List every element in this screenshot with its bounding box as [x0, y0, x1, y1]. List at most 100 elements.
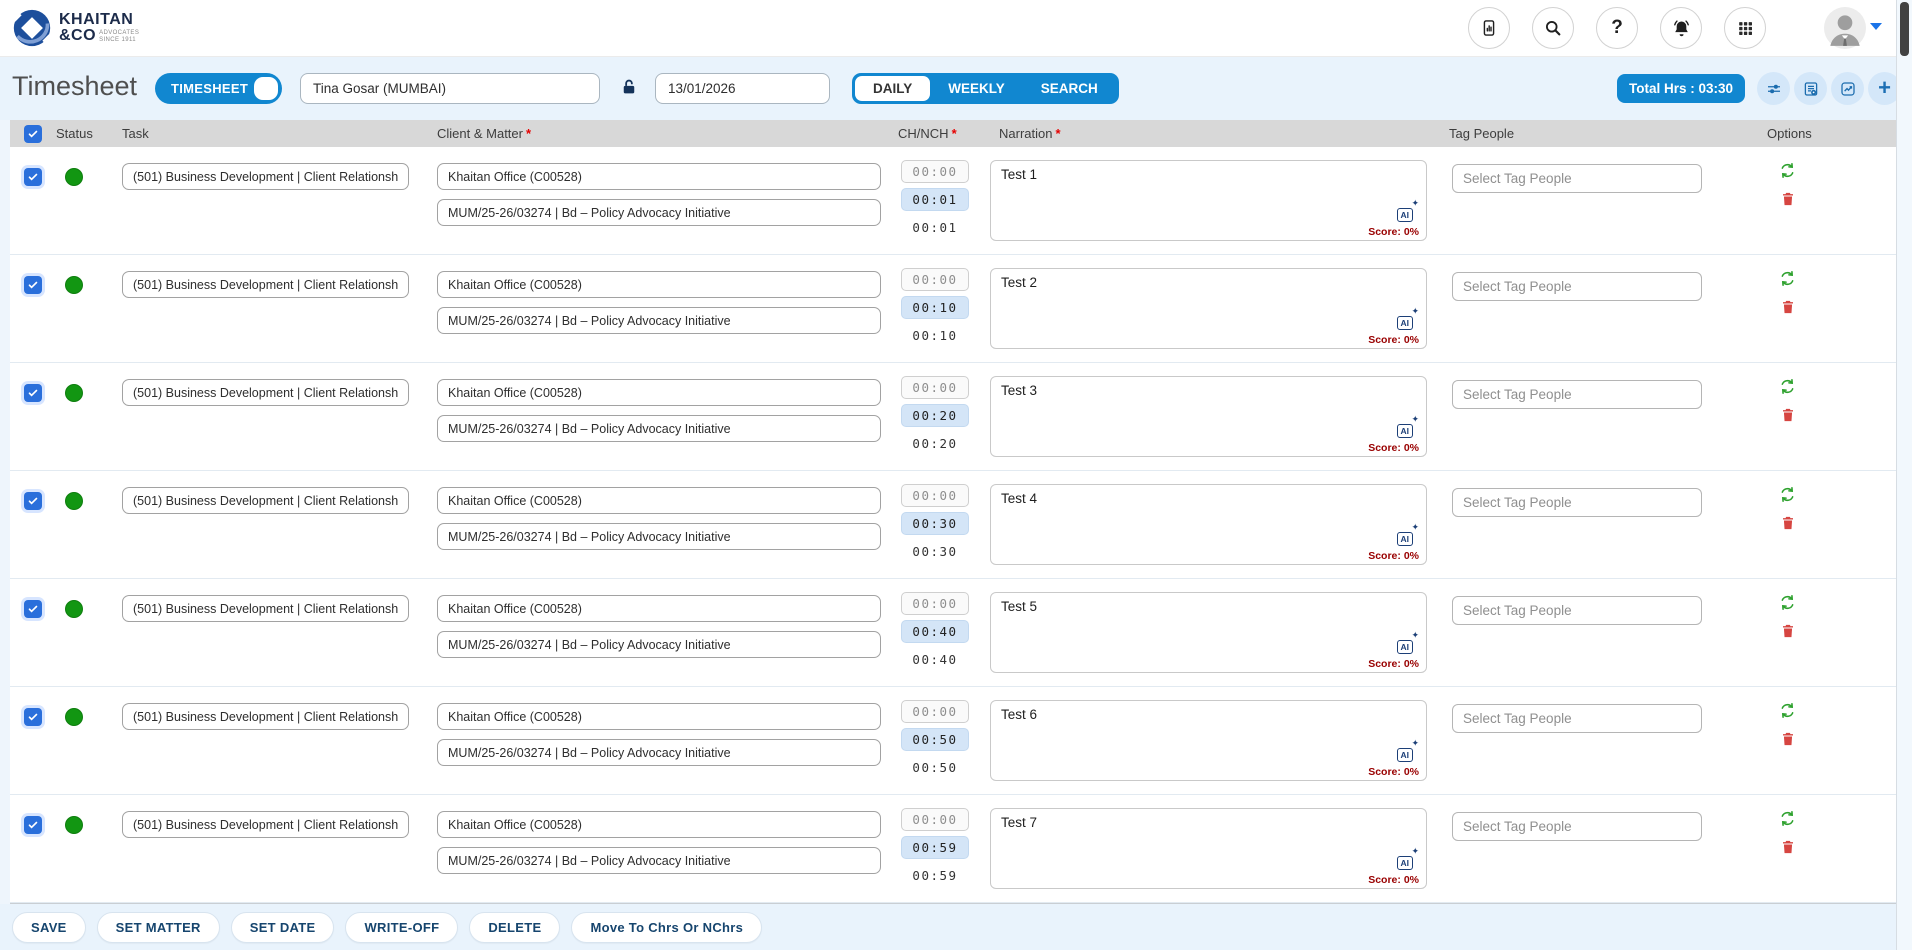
client-input[interactable]	[437, 487, 881, 514]
narration-textarea[interactable]: Test 2 AI ✦ Score: 0%	[990, 268, 1427, 349]
time-charge-input[interactable]: 00:50	[901, 728, 969, 751]
task-input[interactable]	[122, 487, 409, 514]
refresh-button[interactable]	[1778, 161, 1797, 180]
client-input[interactable]	[437, 379, 881, 406]
apps-button[interactable]	[1724, 7, 1766, 49]
time-charge-input[interactable]: 00:40	[901, 620, 969, 643]
ai-assist-button[interactable]: AI ✦	[1396, 630, 1419, 655]
client-input[interactable]	[437, 595, 881, 622]
row-checkbox[interactable]	[24, 600, 42, 618]
tag-people-input[interactable]	[1452, 380, 1702, 409]
client-input[interactable]	[437, 271, 881, 298]
refresh-button[interactable]	[1778, 269, 1797, 288]
check-icon	[28, 130, 38, 138]
refresh-button[interactable]	[1778, 701, 1797, 720]
task-input[interactable]	[122, 163, 409, 190]
time-charge-input[interactable]: 00:10	[901, 296, 969, 319]
write-off-button[interactable]: WRITE-OFF	[345, 911, 459, 943]
col-status: Status	[56, 126, 93, 141]
help-button[interactable]: ?	[1596, 7, 1638, 49]
user-input[interactable]	[300, 73, 600, 104]
brand-logo: KHAITAN &CO ADVOCATES SINCE 1911	[12, 8, 139, 48]
row-checkbox[interactable]	[24, 276, 42, 294]
analytics-button[interactable]	[1831, 72, 1864, 105]
task-input[interactable]	[122, 595, 409, 622]
time-charge-input[interactable]: 00:01	[901, 188, 969, 211]
task-input[interactable]	[122, 703, 409, 730]
narration-textarea[interactable]: Test 3 AI ✦ Score: 0%	[990, 376, 1427, 457]
task-input[interactable]	[122, 379, 409, 406]
tag-people-input[interactable]	[1452, 164, 1702, 193]
narration-textarea[interactable]: Test 4 AI ✦ Score: 0%	[990, 484, 1427, 565]
ai-assist-button[interactable]: AI ✦	[1396, 522, 1419, 547]
row-checkbox[interactable]	[24, 168, 42, 186]
matter-input[interactable]	[437, 199, 881, 226]
matter-input[interactable]	[437, 739, 881, 766]
row-checkbox[interactable]	[24, 708, 42, 726]
row-checkbox[interactable]	[24, 816, 42, 834]
save-button[interactable]: SAVE	[12, 911, 86, 943]
narration-textarea[interactable]: Test 6 AI ✦ Score: 0%	[990, 700, 1427, 781]
delete-button[interactable]: DELETE	[469, 911, 561, 943]
add-entry-button[interactable]: +	[1868, 72, 1901, 105]
refresh-button[interactable]	[1778, 593, 1797, 612]
report-button[interactable]	[1468, 7, 1510, 49]
ai-assist-button[interactable]: AI ✦	[1396, 414, 1419, 439]
status-indicator	[65, 492, 83, 510]
delete-row-button[interactable]	[1780, 406, 1796, 424]
delete-row-button[interactable]	[1780, 298, 1796, 316]
tab-search[interactable]: SEARCH	[1023, 76, 1116, 101]
narration-textarea[interactable]: Test 5 AI ✦ Score: 0%	[990, 592, 1427, 673]
matter-input[interactable]	[437, 415, 881, 442]
tag-people-input[interactable]	[1452, 596, 1702, 625]
profile-menu[interactable]	[1824, 7, 1882, 49]
vertical-scrollbar[interactable]	[1896, 0, 1912, 950]
ai-assist-button[interactable]: AI ✦	[1396, 738, 1419, 763]
delete-row-button[interactable]	[1780, 622, 1796, 640]
date-input[interactable]	[655, 73, 830, 104]
matter-input[interactable]	[437, 307, 881, 334]
time-charge-input[interactable]: 00:59	[901, 836, 969, 859]
client-input[interactable]	[437, 703, 881, 730]
task-input[interactable]	[122, 811, 409, 838]
client-input[interactable]	[437, 163, 881, 190]
time-charge-input[interactable]: 00:30	[901, 512, 969, 535]
delete-row-button[interactable]	[1780, 730, 1796, 748]
timesheet-toggle[interactable]: TIMESHEET	[155, 73, 282, 104]
notifications-button[interactable]	[1660, 7, 1702, 49]
tab-weekly[interactable]: WEEKLY	[930, 76, 1023, 101]
time-charge-input[interactable]: 00:20	[901, 404, 969, 427]
report-view-button[interactable]	[1794, 72, 1827, 105]
ai-assist-button[interactable]: AI ✦	[1396, 306, 1419, 331]
time-total: 00:30	[912, 544, 958, 559]
refresh-button[interactable]	[1778, 485, 1797, 504]
delete-row-button[interactable]	[1780, 838, 1796, 856]
narration-textarea[interactable]: Test 1 AI ✦ Score: 0%	[990, 160, 1427, 241]
matter-input[interactable]	[437, 523, 881, 550]
matter-input[interactable]	[437, 847, 881, 874]
matter-input[interactable]	[437, 631, 881, 658]
search-button[interactable]	[1532, 7, 1574, 49]
filter-sliders-button[interactable]	[1757, 72, 1790, 105]
client-input[interactable]	[437, 811, 881, 838]
tag-people-input[interactable]	[1452, 272, 1702, 301]
scrollbar-thumb[interactable]	[1900, 2, 1909, 56]
move-to-chrs-button[interactable]: Move To Chrs Or NChrs	[571, 911, 763, 943]
row-checkbox[interactable]	[24, 384, 42, 402]
row-checkbox[interactable]	[24, 492, 42, 510]
set-date-button[interactable]: SET DATE	[230, 911, 335, 943]
tag-people-input[interactable]	[1452, 812, 1702, 841]
tag-people-input[interactable]	[1452, 704, 1702, 733]
delete-row-button[interactable]	[1780, 514, 1796, 532]
select-all-checkbox[interactable]	[24, 125, 42, 143]
refresh-button[interactable]	[1778, 809, 1797, 828]
refresh-button[interactable]	[1778, 377, 1797, 396]
ai-assist-button[interactable]: AI ✦	[1396, 198, 1419, 223]
task-input[interactable]	[122, 271, 409, 298]
set-matter-button[interactable]: SET MATTER	[96, 911, 220, 943]
tag-people-input[interactable]	[1452, 488, 1702, 517]
delete-row-button[interactable]	[1780, 190, 1796, 208]
ai-assist-button[interactable]: AI ✦	[1396, 846, 1419, 871]
tab-daily[interactable]: DAILY	[855, 76, 931, 101]
narration-textarea[interactable]: Test 7 AI ✦ Score: 0%	[990, 808, 1427, 889]
